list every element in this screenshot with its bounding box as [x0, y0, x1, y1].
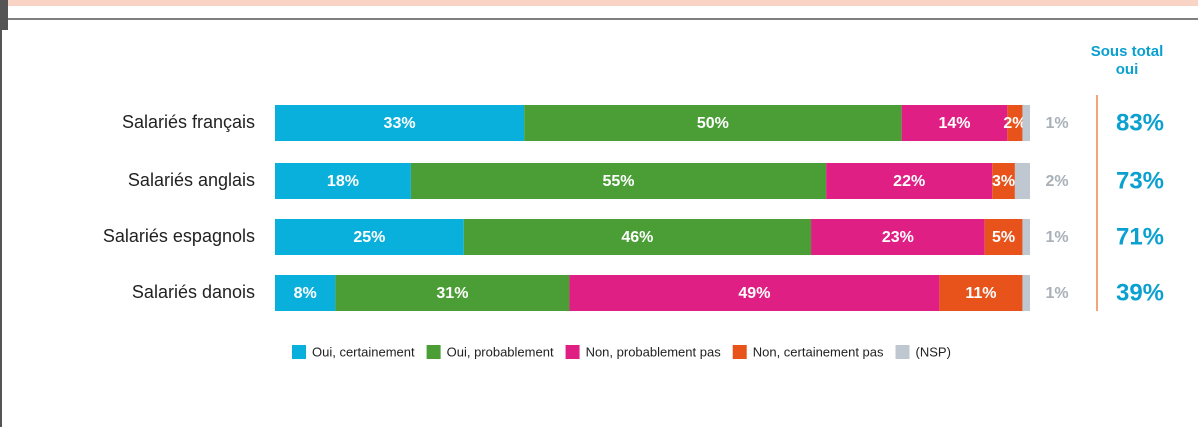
- value-label: 55%: [603, 173, 635, 190]
- subtotal-title: oui: [1116, 61, 1139, 78]
- value-label: 31%: [436, 285, 468, 302]
- category-label: Salariés anglais: [128, 170, 255, 190]
- subtotal-label: 73%: [1116, 167, 1164, 194]
- legend-label: Oui, probablement: [447, 344, 554, 359]
- category-label: Salariés espagnols: [103, 226, 255, 246]
- value-label: 5%: [992, 229, 1015, 246]
- bar-segment: [826, 163, 993, 199]
- bar-segment: [463, 219, 812, 255]
- bar-segment: [811, 219, 985, 255]
- bar-segment: [1014, 163, 1030, 199]
- value-label: 11%: [965, 285, 996, 302]
- subtotal-label: 39%: [1116, 279, 1164, 306]
- bar-segment: [275, 163, 411, 199]
- bar-segment: [1007, 105, 1023, 141]
- bar-segment: [1022, 219, 1030, 255]
- value-label: 23%: [882, 229, 914, 246]
- value-label: 46%: [621, 229, 653, 246]
- bar-segment: [275, 105, 525, 141]
- legend-label: Oui, certainement: [312, 344, 415, 359]
- legend-label: (NSP): [916, 344, 951, 359]
- bar-segment: [1022, 105, 1030, 141]
- value-label: 8%: [294, 285, 317, 302]
- value-label: 1%: [1045, 229, 1068, 246]
- value-label: 1%: [1045, 285, 1068, 302]
- subtotal-title: Sous total: [1091, 43, 1164, 60]
- subtotal-label: 83%: [1116, 109, 1164, 136]
- value-label: 18%: [327, 173, 359, 190]
- bar-segment: [275, 219, 464, 255]
- bar-segment: [335, 275, 570, 311]
- bar-segment: [275, 275, 336, 311]
- bar-segment: [984, 219, 1023, 255]
- bar-segment: [1022, 275, 1030, 311]
- cropped-title-strip: [0, 0, 1198, 6]
- category-label: Salariés français: [122, 112, 255, 132]
- value-label: 49%: [738, 285, 770, 302]
- legend-label: Non, certainement pas: [753, 344, 884, 359]
- legend-swatch: [426, 345, 441, 359]
- value-label: 25%: [353, 229, 385, 246]
- bar-segment: [992, 163, 1015, 199]
- legend-swatch: [565, 345, 580, 359]
- value-label: 33%: [384, 115, 416, 132]
- value-label: 1%: [1045, 115, 1068, 132]
- subtotal-label: 71%: [1116, 223, 1164, 250]
- category-label: Salariés danois: [132, 282, 255, 302]
- legend-swatch: [732, 345, 747, 359]
- corner-mark: [0, 0, 8, 30]
- value-label: 3%: [992, 173, 1015, 190]
- legend-swatch: [292, 345, 306, 359]
- legend-swatch: [895, 345, 910, 359]
- bar-segment: [569, 275, 940, 311]
- value-label: 14%: [938, 115, 970, 132]
- legend-label: Non, probablement pas: [586, 344, 722, 359]
- bar-segment: [524, 105, 902, 141]
- value-label: 50%: [697, 115, 729, 132]
- value-label: 2%: [1045, 173, 1068, 190]
- bar-segment: [939, 275, 1023, 311]
- bar-segment: [901, 105, 1008, 141]
- value-label: 22%: [893, 173, 925, 190]
- value-label: 2%: [1003, 115, 1026, 132]
- bar-segment: [410, 163, 827, 199]
